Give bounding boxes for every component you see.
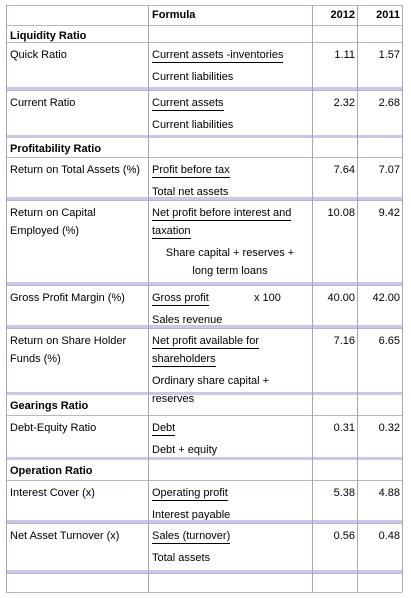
value: 4.88 — [378, 487, 400, 499]
value: 7.07 — [378, 164, 400, 176]
numerator: Sales (turnover) — [152, 530, 231, 544]
row-line — [6, 480, 402, 481]
denominator: Debt + equity — [152, 444, 218, 456]
denominator: Total assets — [152, 552, 211, 564]
multiplier: x 100 — [254, 292, 281, 304]
section-title: Gearings Ratio — [10, 400, 89, 412]
row-band — [6, 520, 402, 523]
value: 1.57 — [378, 49, 400, 61]
ratio-label: Quick Ratio — [10, 49, 67, 61]
numerator: Net profit before interest and taxation — [152, 207, 292, 239]
row-line — [6, 200, 402, 201]
ratio-label: Current Ratio — [10, 97, 76, 109]
column-line — [312, 5, 313, 592]
numerator: Gross profit — [152, 292, 209, 306]
row-band — [6, 197, 402, 200]
formula: Current assets Current liabilities — [152, 94, 308, 134]
value: 7.64 — [333, 164, 355, 176]
value: 6.65 — [378, 335, 400, 347]
formula: Net profit available for shareholders Ord… — [152, 332, 308, 408]
section-title: Operation Ratio — [10, 465, 93, 477]
formula: Debt Debt + equity — [152, 419, 308, 459]
formula: Sales (turnover) Total assets — [152, 527, 308, 567]
ratio-label: Return on Share Holder Funds (%) — [10, 335, 127, 365]
formula: Net profit before interest and taxation S… — [152, 204, 308, 280]
column-line — [357, 5, 358, 592]
row-line — [6, 25, 402, 26]
row-line — [6, 328, 402, 329]
numerator-line: Debt — [152, 419, 308, 437]
numerator-line: Net profit before interest and taxation — [152, 204, 308, 240]
value: 2.68 — [378, 97, 400, 109]
numerator: Operating profit — [152, 487, 228, 501]
row-line — [6, 415, 402, 416]
row-line — [6, 42, 402, 43]
value: 0.56 — [333, 530, 355, 542]
row-band — [6, 282, 402, 285]
ratio-label: Interest Cover (x) — [10, 487, 95, 499]
row-line — [6, 592, 402, 593]
numerator-line: Operating profit — [152, 484, 308, 502]
numerator-line: Net profit available for shareholders — [152, 332, 308, 368]
value: 10.08 — [327, 207, 355, 219]
row-band — [6, 325, 402, 328]
row-line — [6, 5, 402, 6]
numerator: Debt — [152, 422, 176, 436]
formula: Current assets -inventories Current liabi… — [152, 46, 308, 86]
value: 42.00 — [372, 292, 400, 304]
ratio-label: Return on Capital Employed (%) — [10, 207, 96, 237]
header-formula: Formula — [152, 9, 196, 21]
formula: Profit before tax Total net assets — [152, 161, 308, 201]
row-line — [6, 90, 402, 91]
value: 1.11 — [334, 49, 355, 61]
row-band — [6, 135, 402, 138]
section-title: Liquidity Ratio — [10, 30, 87, 42]
row-band — [6, 87, 402, 90]
value: 5.38 — [333, 487, 355, 499]
ratio-label: Gross Profit Margin (%) — [10, 292, 125, 304]
ratio-label: Return on Total Assets (%) — [10, 164, 141, 176]
formula: Gross profit Sales revenue — [152, 289, 308, 329]
value: 9.42 — [378, 207, 400, 219]
value: 0.32 — [378, 422, 400, 434]
row-band — [6, 570, 402, 573]
header-year: 2011 — [376, 9, 400, 21]
value: 7.16 — [333, 335, 355, 347]
denominator: Interest payable — [152, 509, 231, 521]
numerator: Current assets -inventories — [152, 49, 284, 63]
column-line — [6, 5, 7, 592]
numerator: Net profit available for shareholders — [152, 335, 259, 367]
value: 2.32 — [333, 97, 355, 109]
numerator-line: Gross profit — [152, 289, 308, 307]
numerator-line: Sales (turnover) — [152, 527, 308, 545]
numerator: Current assets — [152, 97, 224, 111]
value: 40.00 — [327, 292, 355, 304]
row-band — [6, 392, 402, 395]
row-line — [6, 523, 402, 524]
column-line — [148, 5, 149, 592]
row-band — [6, 457, 402, 460]
denominator: Current liabilities — [152, 71, 234, 83]
denominator: Share capital + reserves + long term loa… — [165, 247, 295, 277]
ratio-label: Debt-Equity Ratio — [10, 422, 97, 434]
row-line — [6, 573, 402, 574]
numerator-line: Profit before tax — [152, 161, 308, 179]
ratio-label: Net Asset Turnover (x) — [10, 530, 120, 542]
formula: Operating profit Interest payable — [152, 484, 308, 524]
value: 0.48 — [378, 530, 400, 542]
column-line — [402, 5, 403, 592]
denominator: Sales revenue — [152, 314, 223, 326]
denominator: Ordinary share capital + reserves — [152, 375, 270, 405]
denominator: Total net assets — [152, 186, 229, 198]
row-line — [6, 285, 402, 286]
numerator-line: Current assets — [152, 94, 308, 112]
header-year: 2012 — [330, 9, 355, 21]
section-title: Profitability Ratio — [10, 143, 102, 155]
row-line — [6, 157, 402, 158]
denominator: Current liabilities — [152, 119, 234, 131]
value: 0.31 — [333, 422, 355, 434]
numerator: Profit before tax — [152, 164, 230, 178]
numerator-line: Current assets -inventories — [152, 46, 308, 64]
